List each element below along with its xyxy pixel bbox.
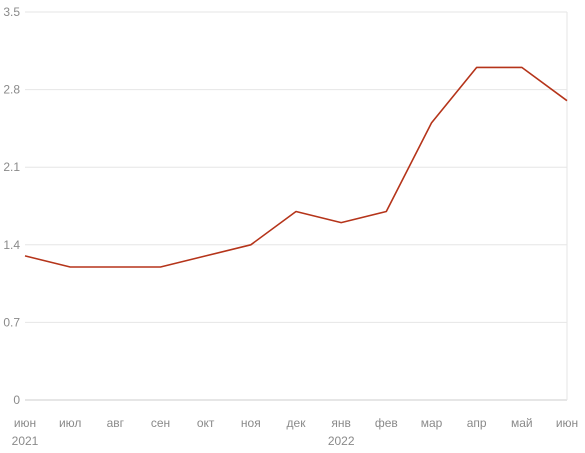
data-point	[429, 120, 435, 126]
x-tick-label: апр	[467, 416, 487, 430]
grid-lines	[25, 11, 568, 401]
data-point	[383, 209, 389, 215]
y-tick-label: 3.5	[3, 5, 20, 19]
x-tick-label: май	[511, 416, 533, 430]
data-point	[158, 264, 164, 270]
y-tick-label: 0.7	[3, 315, 20, 329]
y-tick-label: 0	[13, 393, 20, 407]
data-point	[474, 64, 480, 70]
x-year-label: 2022	[328, 434, 355, 448]
x-axis-tick-labels: июн июл авг сен окт ноя дек янв фев мар апр май июн 2…	[12, 416, 579, 448]
x-tick-label: янв	[331, 416, 351, 430]
y-tick-label: 1.4	[3, 238, 20, 252]
data-point	[338, 220, 344, 226]
x-tick-label: ноя	[241, 416, 261, 430]
data-point	[248, 242, 254, 248]
data-point	[519, 64, 525, 70]
x-tick-label: июн	[14, 416, 36, 430]
x-year-label: 2021	[12, 434, 39, 448]
data-point	[112, 264, 118, 270]
x-tick-label: фев	[375, 416, 398, 430]
x-tick-label: сен	[151, 416, 170, 430]
y-axis-tick-labels: 0 0.7 1.4 2.1 2.8 3.5	[3, 5, 20, 407]
data-point	[203, 253, 209, 259]
data-point	[293, 209, 299, 215]
series-line	[24, 66, 568, 268]
y-tick-label: 2.8	[3, 83, 20, 97]
x-tick-label: дек	[287, 416, 307, 430]
data-point	[67, 264, 73, 270]
x-tick-label: авг	[107, 416, 125, 430]
x-tick-label: июл	[59, 416, 81, 430]
x-tick-label: окт	[197, 416, 215, 430]
data-point	[22, 253, 28, 259]
data-point	[564, 98, 570, 104]
x-tick-label: мар	[421, 416, 443, 430]
x-tick-label: июн	[556, 416, 578, 430]
y-tick-label: 2.1	[3, 160, 20, 174]
series-layer	[22, 64, 570, 270]
